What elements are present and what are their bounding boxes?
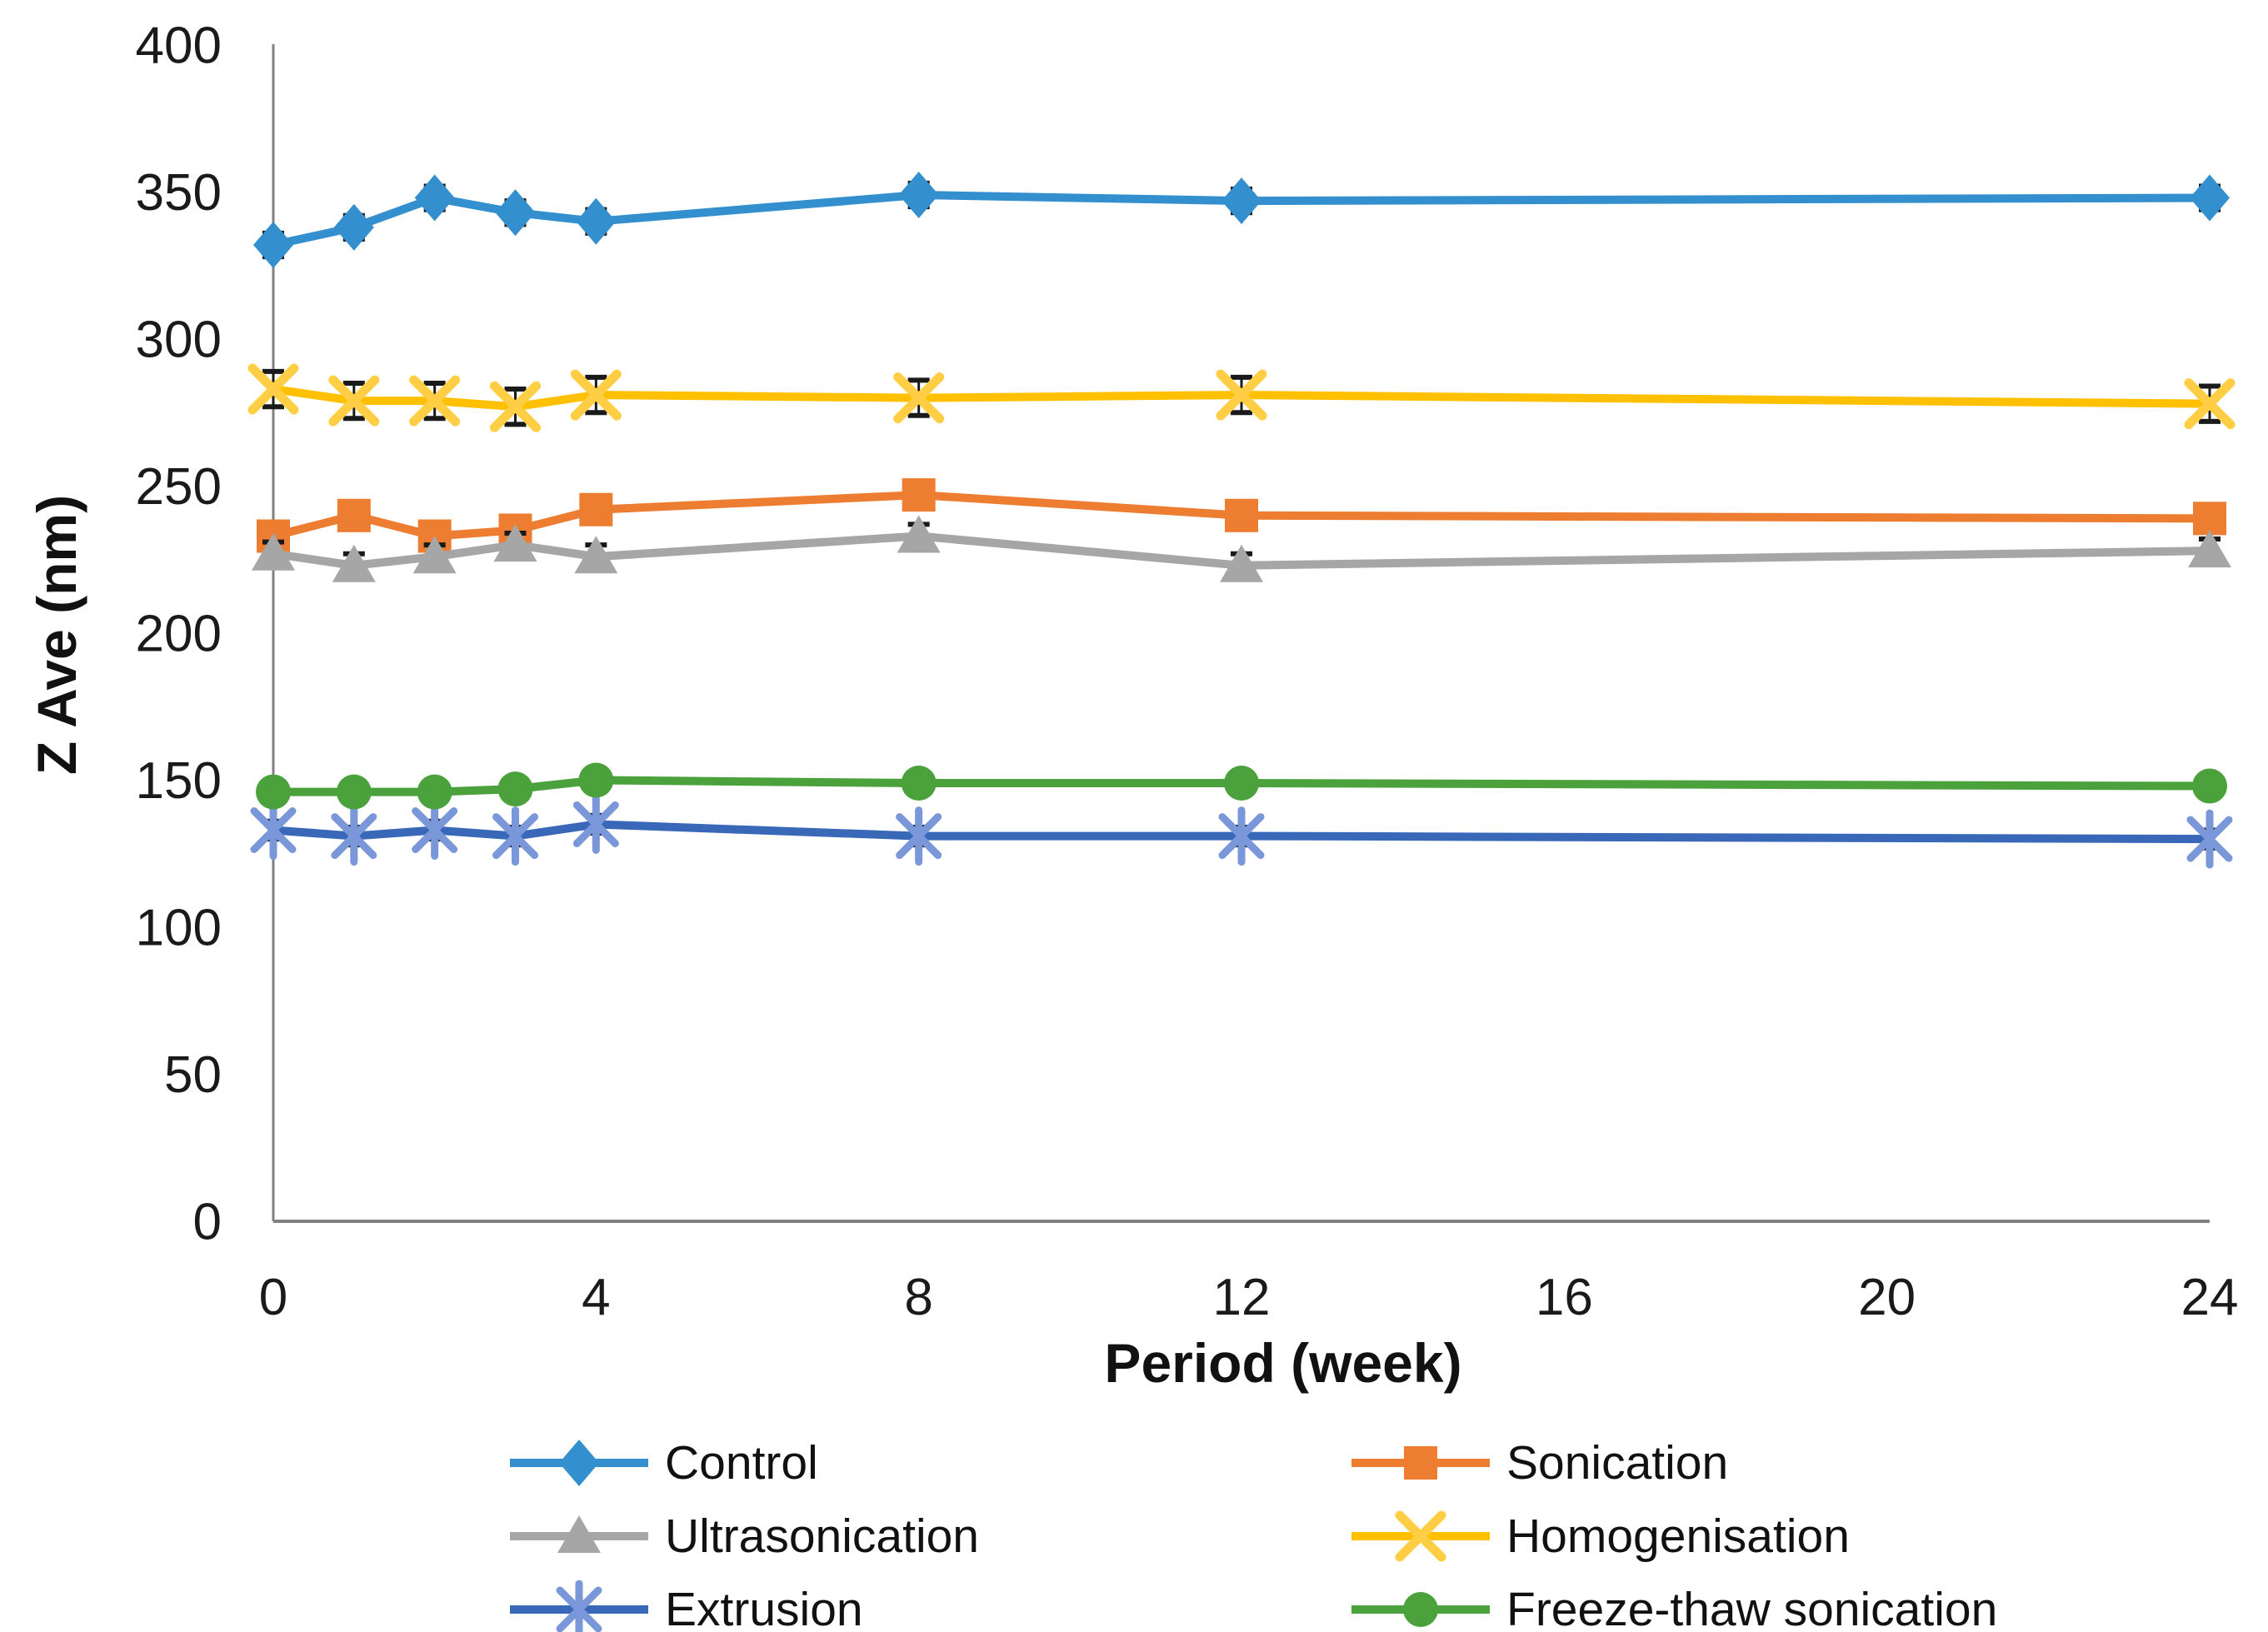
x-tick-label: 4 [582, 1269, 610, 1326]
y-tick-label: 400 [136, 17, 222, 75]
marker-square-icon [579, 492, 613, 527]
marker-circle-icon [256, 774, 291, 810]
marker-diamond-icon [1221, 177, 1261, 225]
marker-triangle-icon [897, 515, 941, 553]
legend-marker-control-icon [510, 1440, 648, 1486]
y-tick-label: 0 [193, 1194, 222, 1251]
legend-label-freeze-thaw-sonication: Freeze-thaw sonication [1506, 1583, 1998, 1632]
marker-circle-icon [901, 766, 937, 801]
y-tick-label: 50 [164, 1046, 222, 1104]
marker-square-icon [1404, 1446, 1437, 1480]
legend-label-extrusion: Extrusion [665, 1583, 863, 1632]
marker-triangle-icon [252, 532, 295, 571]
series-ultrasonication [252, 515, 2231, 582]
marker-triangle-icon [2188, 530, 2231, 568]
legend: Control Sonication Ultrasonication Homog… [508, 1426, 1997, 1632]
marker-asterisk-icon [572, 794, 619, 854]
marker-triangle-icon [493, 524, 537, 562]
legend-label-sonication: Sonication [1506, 1436, 1729, 1490]
legend-label-homogenisation: Homogenisation [1506, 1510, 1850, 1563]
marker-diamond-icon [495, 189, 536, 237]
marker-circle-icon [497, 771, 533, 807]
x-tick-label: 8 [904, 1269, 932, 1326]
marker-x-icon [328, 375, 380, 427]
marker-circle-icon [336, 774, 372, 810]
legend-marker-homogenisation-icon [1351, 1510, 1490, 1562]
x-tick-label: 12 [1213, 1269, 1271, 1326]
y-tick-label: 350 [136, 164, 222, 222]
marker-circle-icon [1224, 766, 1259, 801]
y-tick-label: 200 [136, 606, 222, 663]
legend-item-sonication: Sonication [1350, 1426, 1997, 1500]
marker-square-icon [2193, 502, 2226, 536]
series-sonication [257, 478, 2226, 553]
x-tick-label: 20 [1858, 1269, 1916, 1326]
legend-item-control: Control [508, 1426, 1350, 1500]
marker-asterisk-icon [1218, 806, 1265, 866]
marker-triangle-icon [574, 536, 618, 574]
marker-diamond-icon [2190, 174, 2230, 222]
marker-circle-icon [578, 762, 614, 798]
marker-triangle-icon [1220, 544, 1263, 582]
series-line [269, 385, 2214, 412]
marker-asterisk-icon [556, 1580, 602, 1632]
series-extrusion [250, 794, 2233, 869]
legend-marker-sonication-icon [1351, 1446, 1490, 1480]
marker-diamond-icon [898, 172, 939, 219]
marker-diamond-icon [559, 1440, 599, 1486]
marker-diamond-icon [414, 174, 455, 222]
series-freeze-thaw-sonication [256, 762, 2227, 810]
legend-marker-freeze-thaw-sonication-icon [1351, 1592, 1490, 1627]
marker-asterisk-icon [2186, 809, 2233, 869]
marker-x-icon [1395, 1510, 1446, 1562]
marker-x-icon [2184, 378, 2236, 430]
legend-label-control: Control [665, 1436, 818, 1490]
legend-item-extrusion: Extrusion [508, 1573, 1350, 1632]
marker-asterisk-icon [492, 806, 538, 866]
marker-x-icon [570, 369, 622, 421]
legend-marker-ultrasonication-icon [510, 1515, 648, 1553]
marker-diamond-icon [253, 222, 293, 269]
marker-square-icon [902, 478, 936, 512]
series-control [253, 172, 2230, 269]
series-line [269, 532, 2214, 570]
x-tick-label: 0 [259, 1269, 287, 1326]
legend-item-ultrasonication: Ultrasonication [508, 1500, 1350, 1573]
marker-triangle-icon [557, 1515, 601, 1553]
x-tick-label: 24 [2181, 1269, 2239, 1326]
y-tick-label: 300 [136, 312, 222, 369]
marker-x-icon [1216, 369, 1267, 421]
legend-item-freeze-thaw-sonication: Freeze-thaw sonication [1350, 1573, 1997, 1632]
marker-x-icon [893, 372, 945, 424]
x-axis-title: Period (week) [1104, 1332, 1462, 1394]
marker-square-icon [337, 498, 371, 532]
marker-asterisk-icon [250, 801, 297, 861]
y-tick-label: 250 [136, 458, 222, 516]
series-homogenisation [247, 363, 2236, 432]
y-tick-label: 100 [136, 900, 222, 957]
legend-marker-extrusion-icon [510, 1580, 648, 1632]
marker-x-icon [490, 381, 541, 432]
marker-triangle-icon [332, 544, 376, 582]
marker-asterisk-icon [896, 806, 942, 866]
legend-item-homogenisation: Homogenisation [1350, 1500, 1997, 1573]
marker-asterisk-icon [331, 806, 377, 866]
marker-asterisk-icon [412, 801, 458, 861]
marker-x-icon [409, 375, 461, 427]
marker-circle-icon [417, 774, 452, 810]
marker-circle-icon [2192, 768, 2227, 804]
y-axis-title: Z Ave (nm) [26, 494, 87, 776]
marker-square-icon [1225, 498, 1258, 532]
marker-diamond-icon [576, 197, 617, 245]
marker-x-icon [247, 363, 299, 415]
marker-triangle-icon [412, 536, 457, 574]
legend-label-ultrasonication: Ultrasonication [665, 1510, 980, 1563]
marker-circle-icon [1403, 1592, 1438, 1627]
x-tick-label: 16 [1536, 1269, 1593, 1326]
series-line [269, 820, 2214, 844]
marker-diamond-icon [333, 203, 374, 251]
y-tick-label: 150 [136, 752, 222, 810]
